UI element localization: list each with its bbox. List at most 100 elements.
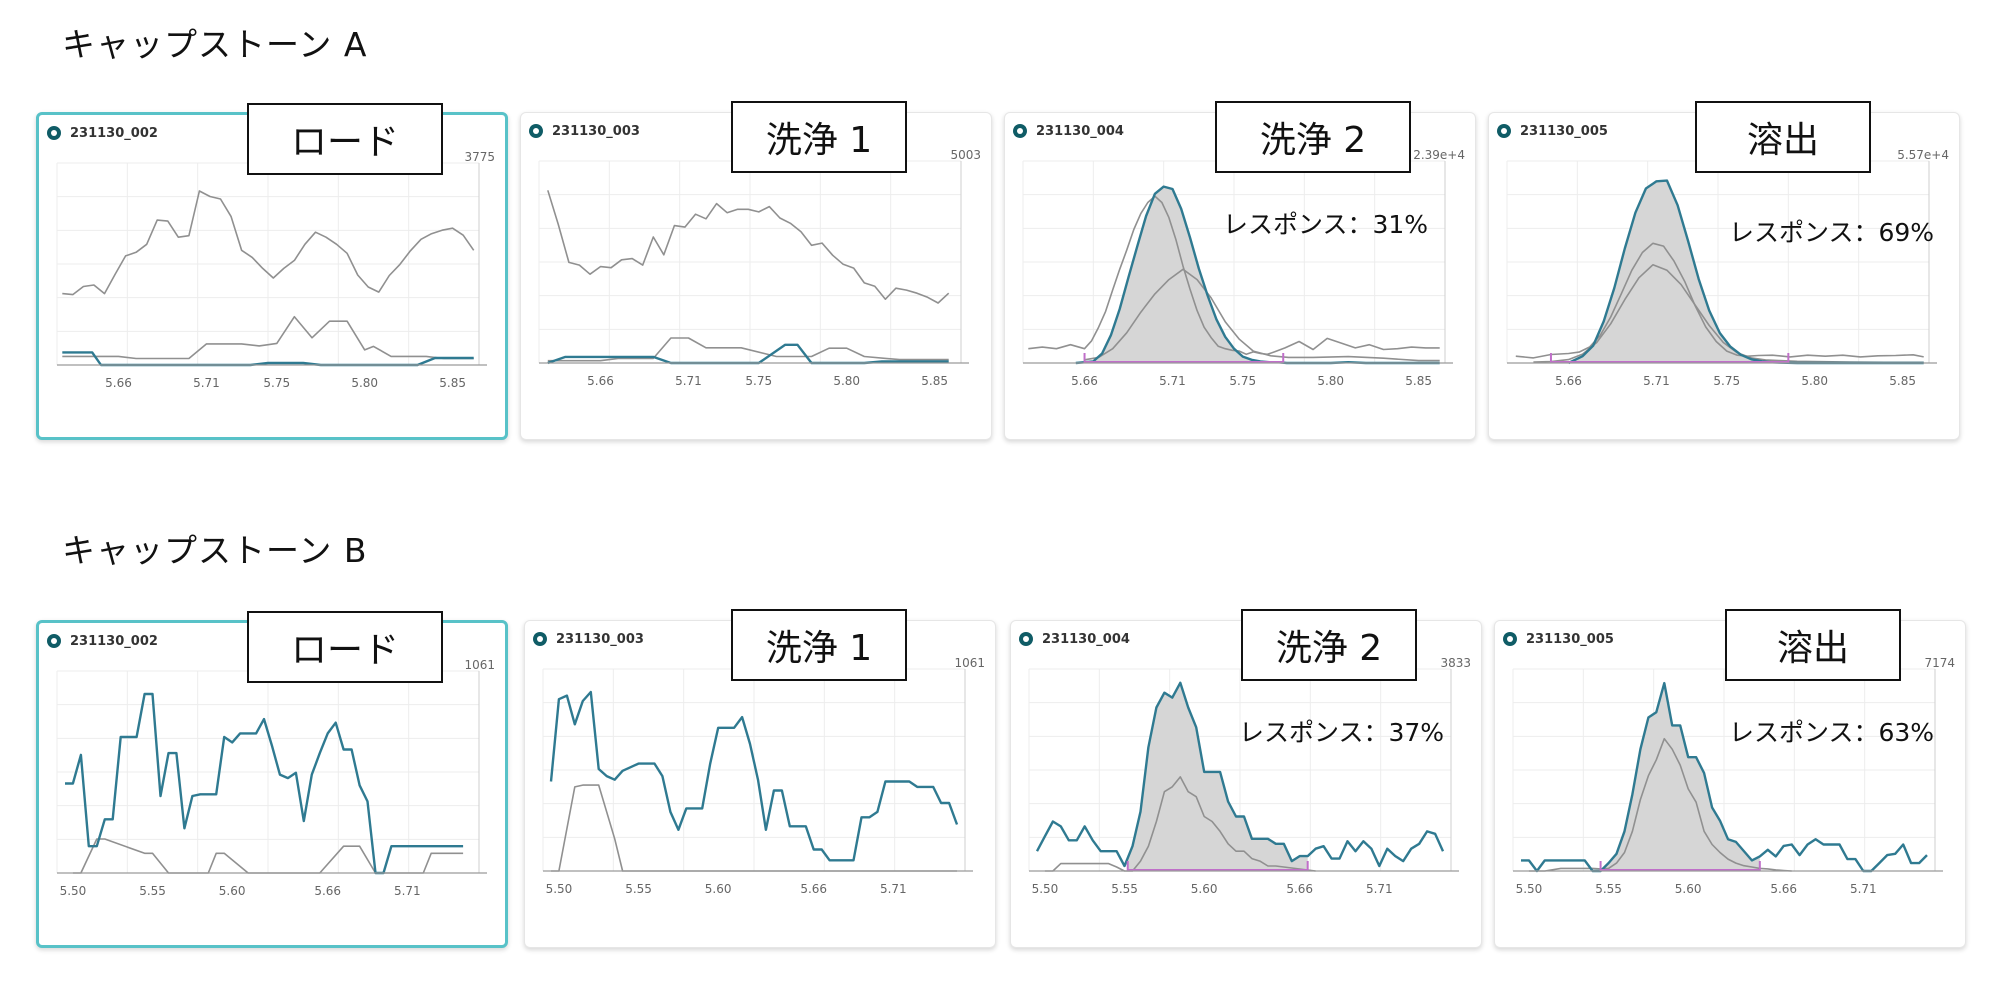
peak-area <box>1600 683 1760 871</box>
series-line-main <box>1521 681 1928 873</box>
step-label: 洗浄 2 <box>1241 609 1417 681</box>
radio-icon[interactable] <box>1503 632 1517 646</box>
panel-header: 231130_003 <box>529 119 640 143</box>
radio-icon[interactable] <box>529 124 543 138</box>
x-tick-label: 5.71 <box>394 884 421 898</box>
peak-area <box>1084 186 1284 363</box>
radio-icon[interactable] <box>1013 124 1027 138</box>
chart-panel-b2[interactable]: 231130_003 5.50 5.55 5.60 5.66 5.71 1061 洗浄 … <box>524 609 996 948</box>
sample-id: 231130_003 <box>556 631 644 647</box>
x-tick-label: 5.71 <box>1366 882 1393 896</box>
sample-id: 231130_002 <box>70 125 158 141</box>
series-line-secondary <box>1028 195 1440 356</box>
series-line-secondary <box>547 337 949 362</box>
chromatogram-plot: 5.50 5.55 5.60 5.66 5.71 <box>1512 668 1943 896</box>
series-line-main <box>62 351 474 367</box>
x-tick-label: 5.80 <box>1801 374 1828 388</box>
step-label: 洗浄 1 <box>731 609 907 681</box>
series-line-main <box>549 690 959 862</box>
response-label: レスポンス：63% <box>1729 718 1935 747</box>
chart-panel-b4[interactable]: 231130_005 5.50 5.55 5.60 5.66 5.71 7174 レスポ… <box>1494 609 1966 948</box>
section-title-b: キャップストーン B <box>62 531 368 570</box>
panel-header: 231130_005 <box>1497 119 1608 143</box>
series-line-secondary <box>1515 242 1924 359</box>
x-tick-label: 5.66 <box>800 882 827 896</box>
chart-panel-a2[interactable]: 231130_003 5.66 5.71 5.75 5.80 5.85 5003 洗浄 … <box>520 101 992 440</box>
sample-id: 231130_002 <box>70 633 158 649</box>
chart-panel-b3[interactable]: 231130_004 5.50 5.55 5.60 5.66 5.71 3833 レスポ… <box>1010 609 1482 948</box>
x-tick-label: 5.55 <box>139 884 166 898</box>
x-tick-label: 5.50 <box>60 884 87 898</box>
sample-id: 231130_005 <box>1526 631 1614 647</box>
y-max-label: 5.57e+4 <box>1897 148 1949 162</box>
x-tick-label: 5.66 <box>105 376 132 390</box>
panel-header: 231130_005 <box>1503 627 1614 651</box>
radio-icon[interactable] <box>47 634 61 648</box>
chart-panel-b1[interactable]: 231130_002 5.50 5.55 5.60 5.66 5.71 1061 ロード <box>36 611 508 948</box>
x-tick-label: 5.80 <box>351 376 378 390</box>
x-tick-label: 5.75 <box>1229 374 1256 388</box>
chart-panel-a3[interactable]: 231130_004 5.66 5.71 5.75 5.80 5.85 2.39e+4 … <box>1004 101 1476 440</box>
radio-icon[interactable] <box>533 632 547 646</box>
x-tick-label: 5.60 <box>705 882 732 896</box>
panel-header: 231130_004 <box>1013 119 1124 143</box>
x-tick-label: 5.50 <box>546 882 573 896</box>
x-tick-label: 5.85 <box>1405 374 1432 388</box>
x-tick-label: 5.66 <box>1286 882 1313 896</box>
x-tick-label: 5.55 <box>1595 882 1622 896</box>
radio-icon[interactable] <box>1497 124 1511 138</box>
chart-panel-a1[interactable]: 231130_002 5.66 5.71 5.75 5.80 5.85 3775 ロード <box>36 103 508 440</box>
x-tick-label: 5.71 <box>880 882 907 896</box>
x-tick-label: 5.71 <box>675 374 702 388</box>
x-tick-label: 5.75 <box>1713 374 1740 388</box>
chromatogram-plot: 5.50 5.55 5.60 5.66 5.71 <box>56 670 487 898</box>
x-tick-label: 5.85 <box>439 376 466 390</box>
chart-panel-a4[interactable]: 231130_005 5.66 5.71 5.75 5.80 5.85 5.57e+4 … <box>1488 101 1960 440</box>
chromatogram-plot: 5.66 5.71 5.75 5.80 5.85 <box>538 160 969 388</box>
radio-icon[interactable] <box>47 126 61 140</box>
step-label: 溶出 <box>1725 609 1901 681</box>
y-max-label: 1061 <box>464 658 495 672</box>
series-line-secondary <box>547 190 950 304</box>
chromatogram-plot: 5.66 5.71 5.75 5.80 5.85 <box>56 162 487 390</box>
x-tick-label: 5.80 <box>833 374 860 388</box>
step-label: 洗浄 1 <box>731 101 907 173</box>
x-tick-label: 5.71 <box>1850 882 1877 896</box>
series-line-secondary <box>1528 737 1792 872</box>
y-max-label: 7174 <box>1924 656 1955 670</box>
panel-header: 231130_002 <box>47 121 158 145</box>
series-line-main <box>65 692 464 875</box>
series-line-secondary <box>1044 776 1316 872</box>
x-tick-label: 5.50 <box>1516 882 1543 896</box>
peak-area <box>1127 685 1308 871</box>
x-tick-label: 5.80 <box>1317 374 1344 388</box>
x-tick-label: 5.85 <box>921 374 948 388</box>
x-tick-label: 5.66 <box>314 884 341 898</box>
response-label: レスポンス：37% <box>1239 718 1445 747</box>
x-tick-label: 5.55 <box>625 882 652 896</box>
x-tick-label: 5.71 <box>1159 374 1186 388</box>
x-tick-label: 5.66 <box>1555 374 1582 388</box>
x-tick-label: 5.71 <box>1643 374 1670 388</box>
sample-id: 231130_003 <box>552 123 640 139</box>
x-tick-label: 5.66 <box>1071 374 1098 388</box>
radio-icon[interactable] <box>1019 632 1033 646</box>
response-label: レスポンス：31% <box>1223 210 1429 239</box>
y-max-label: 3833 <box>1440 656 1471 670</box>
y-max-label: 2.39e+4 <box>1413 148 1465 162</box>
x-tick-label: 5.55 <box>1111 882 1138 896</box>
step-label: ロード <box>247 103 443 175</box>
series-line-secondary <box>62 190 475 296</box>
chromatogram-plot: 5.50 5.55 5.60 5.66 5.71 <box>1028 668 1459 896</box>
step-label: 溶出 <box>1695 101 1871 173</box>
series-line-secondary <box>551 784 957 872</box>
x-tick-label: 5.71 <box>193 376 220 390</box>
x-tick-label: 5.85 <box>1889 374 1916 388</box>
sample-id: 231130_004 <box>1036 123 1124 139</box>
sample-id: 231130_004 <box>1042 631 1130 647</box>
panel-header: 231130_002 <box>47 629 158 653</box>
chromatogram-plot: 5.66 5.71 5.75 5.80 5.85 <box>1506 160 1937 388</box>
series-line-secondary <box>62 315 474 360</box>
sample-id: 231130_005 <box>1520 123 1608 139</box>
step-label: 洗浄 2 <box>1215 101 1411 173</box>
